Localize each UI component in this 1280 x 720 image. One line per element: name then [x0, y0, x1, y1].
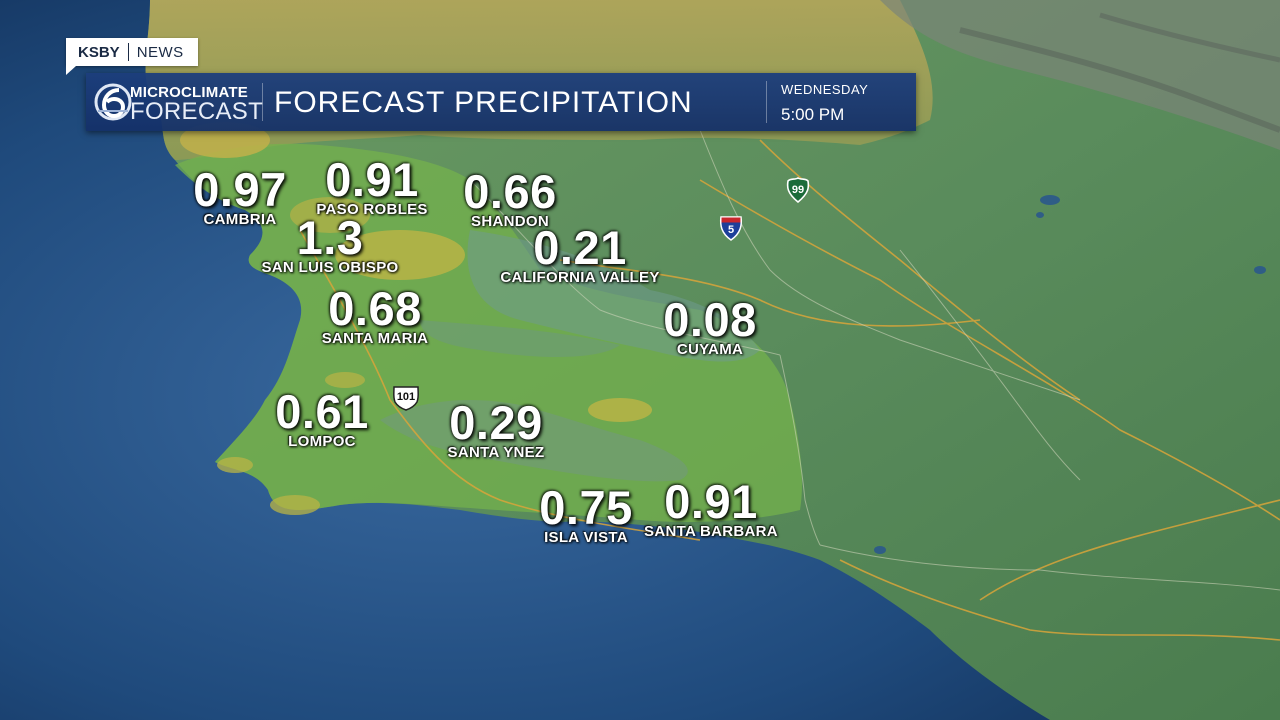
logo-line-bottom: FORECAST — [130, 98, 264, 125]
precip-value: 0.66 — [463, 165, 557, 218]
precip-value: 0.68 — [328, 282, 422, 335]
location-cambria: 0.97 CAMBRIA — [193, 163, 287, 228]
us-101-label: 101 — [396, 391, 416, 403]
station-tag: KSBY NEWS — [66, 38, 198, 66]
precip-value: 0.61 — [275, 385, 369, 438]
banner-divider-right — [766, 81, 767, 123]
precip-value: 0.97 — [193, 163, 287, 216]
precip-value: 0.21 — [533, 221, 627, 274]
forecast-time: 5:00 PM — [781, 105, 845, 124]
tag-tail — [66, 66, 76, 75]
location-santa-barbara: 0.91 SANTA BARBARA — [644, 475, 778, 540]
us-route-shield-icon — [393, 386, 419, 411]
interstate-5-shield: 5 — [719, 215, 743, 241]
location-name: SANTA BARBARA — [644, 523, 778, 540]
precip-value: 0.75 — [539, 481, 633, 534]
precip-value: 0.91 — [325, 153, 419, 206]
precip-value: 0.91 — [664, 475, 758, 528]
us-101-shield: 101 — [391, 385, 421, 411]
forecast-title: FORECAST PRECIPITATION — [274, 86, 693, 119]
section-name: NEWS — [136, 43, 184, 61]
location-name: SANTA YNEZ — [447, 444, 545, 461]
precip-light-region — [467, 230, 760, 362]
location-name: LOMPOC — [288, 433, 356, 450]
route-99-shield: 99 — [785, 177, 811, 204]
logo-line-top: MICROCLIMATE — [130, 84, 248, 101]
location-name: CAMBRIA — [203, 211, 277, 228]
location-name: PASO ROBLES — [316, 201, 428, 218]
location-name: SANTA MARIA — [321, 330, 429, 347]
interstate-shield-icon — [719, 216, 743, 241]
location-cuyama: 0.08 CUYAMA — [663, 293, 757, 358]
precip-value: 1.3 — [296, 211, 364, 264]
location-santa-ynez: 0.29 SANTA YNEZ — [447, 396, 545, 461]
location-lompoc: 0.61 LOMPOC — [275, 385, 369, 450]
location-name: CUYAMA — [676, 341, 744, 358]
location-name: ISLA VISTA — [544, 529, 628, 546]
route-99-label: 99 — [791, 184, 805, 196]
precip-green-region — [175, 143, 802, 522]
location-san-luis-obispo: 1.3 SAN LUIS OBISPO — [261, 211, 399, 276]
location-name: SAN LUIS OBISPO — [261, 259, 399, 276]
location-isla-vista: 0.75 ISLA VISTA — [539, 481, 633, 546]
location-shandon: 0.66 SHANDON — [463, 165, 557, 230]
banner-divider — [262, 83, 263, 121]
station-name: KSBY — [78, 43, 120, 61]
forecast-day: WEDNESDAY — [781, 82, 869, 97]
state-route-shield-icon — [786, 177, 810, 204]
title-banner: MICROCLIMATE FORECAST FORECAST PRECIPITA… — [86, 73, 916, 131]
precip-value: 0.08 — [663, 293, 757, 346]
tag-divider — [127, 43, 129, 61]
channel-6-logo-icon — [94, 83, 132, 121]
location-california-valley: 0.21 CALIFORNIA VALLEY — [500, 221, 660, 286]
location-name: SHANDON — [471, 213, 549, 230]
location-name: CALIFORNIA VALLEY — [500, 269, 660, 286]
microclimate-logo: MICROCLIMATE FORECAST — [90, 79, 264, 125]
precip-yellow-slo — [335, 230, 465, 280]
location-paso-robles: 0.91 PASO ROBLES — [316, 153, 428, 218]
location-santa-maria: 0.68 SANTA MARIA — [321, 282, 429, 347]
interstate-5-label: 5 — [727, 224, 735, 236]
precip-value: 0.29 — [449, 396, 543, 449]
